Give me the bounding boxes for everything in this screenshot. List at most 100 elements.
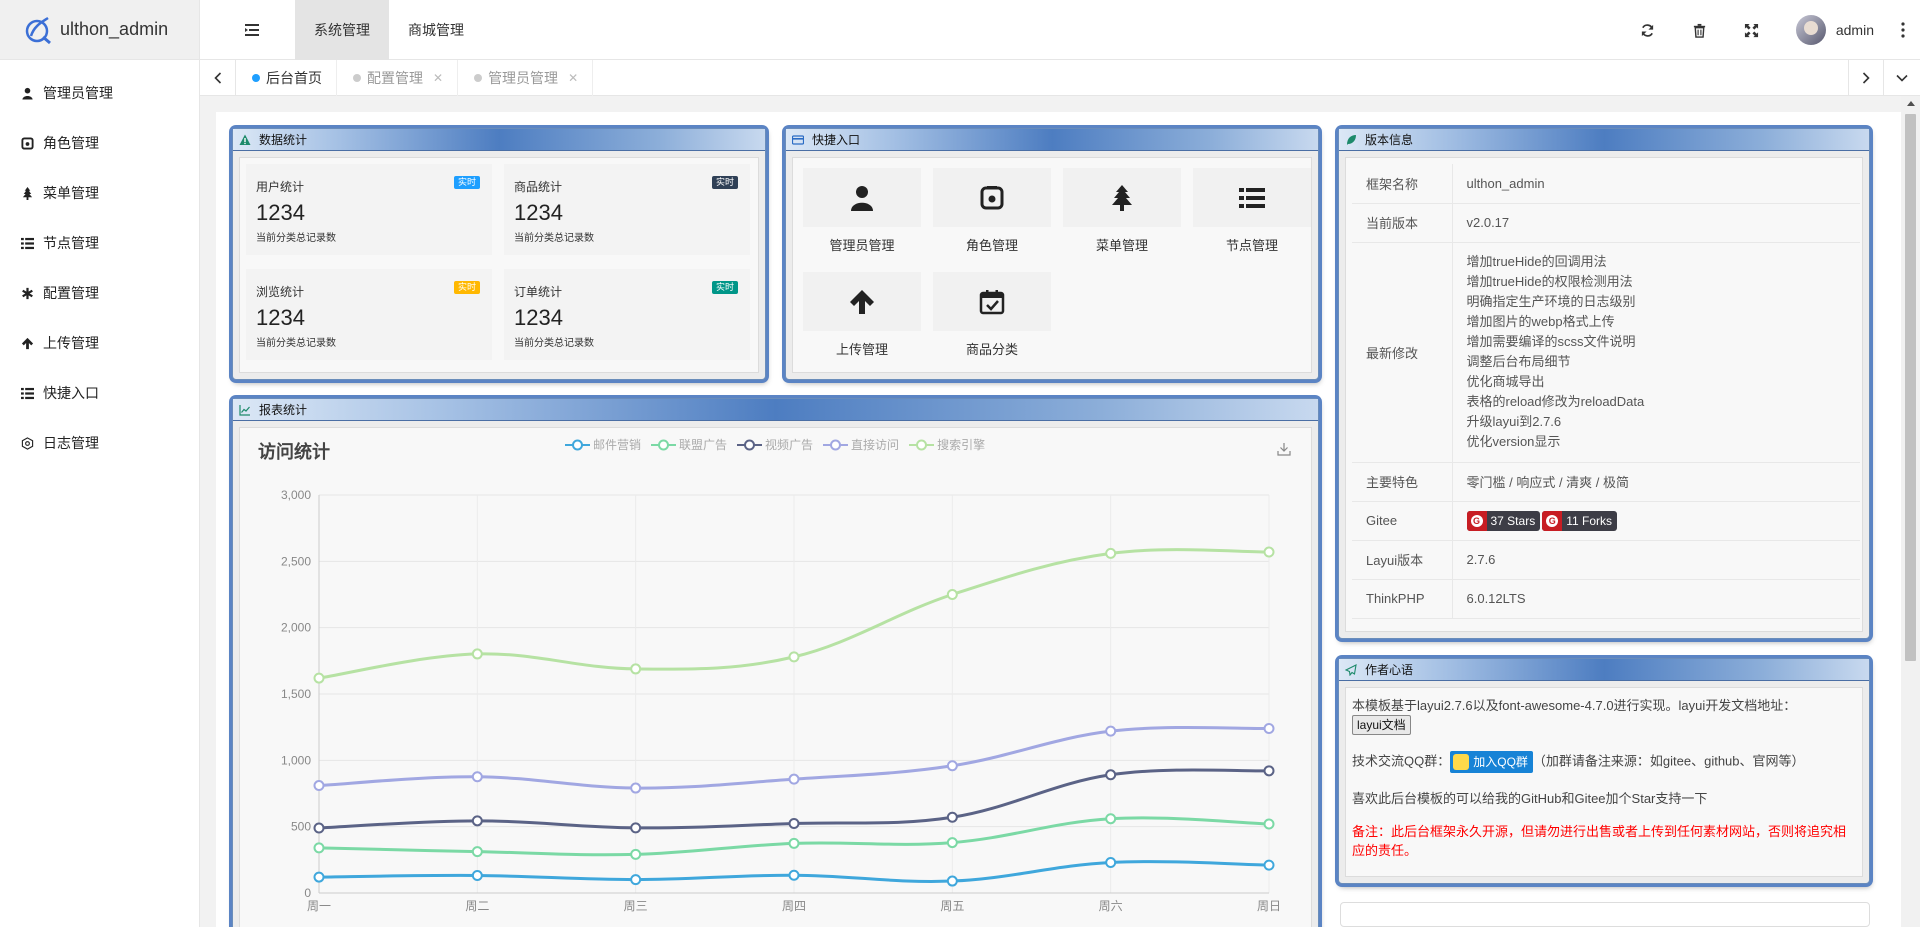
data-point bbox=[788, 773, 800, 785]
x-tick-label: 周三 bbox=[624, 899, 648, 913]
data-point bbox=[1263, 818, 1275, 830]
refresh-icon[interactable] bbox=[1622, 0, 1674, 60]
sidebar-item-label: 配置管理 bbox=[43, 285, 99, 301]
data-point bbox=[313, 871, 325, 883]
shortcut-label: 上传管理 bbox=[835, 342, 888, 357]
row-value: 零门槛 / 响应式 / 清爽 / 极简 bbox=[1452, 462, 1860, 502]
shortcut-menu[interactable]: 菜单管理 bbox=[1063, 168, 1181, 260]
row-key: 主要特色 bbox=[1352, 462, 1453, 502]
y-tick-label: 2,000 bbox=[281, 621, 311, 635]
legend-item[interactable]: 视频广告 bbox=[737, 436, 813, 453]
sidebar-item-shortcut[interactable]: 快捷入口 bbox=[0, 368, 199, 418]
x-tick-label: 周一 bbox=[307, 899, 331, 913]
sidebar-item-config[interactable]: 配置管理 bbox=[0, 268, 199, 318]
top-menu-system[interactable]: 系统管理 bbox=[295, 0, 389, 60]
sidebar-item-node[interactable]: 节点管理 bbox=[0, 218, 199, 268]
close-icon[interactable]: ✕ bbox=[568, 71, 579, 85]
row-value: G 37 Stars G 11 Forks bbox=[1452, 501, 1860, 541]
legend-label: 视频广告 bbox=[765, 438, 814, 452]
qq-group-line: 技术交流QQ群： 加入QQ群 （加群请备注来源：如gitee、github、官网等） bbox=[1352, 751, 1856, 773]
sidebar-item-label: 上传管理 bbox=[43, 335, 99, 351]
legend-label: 直接访问 bbox=[851, 438, 900, 452]
panel-body: 管理员管理 角色管理 菜单管理 节点管理 上传管理 商品分类 bbox=[792, 157, 1312, 373]
layui-doc-button[interactable]: layui文档 bbox=[1352, 715, 1411, 735]
change-item: 增加图片的webp格式上传 bbox=[1466, 314, 1615, 329]
intro-text: 本模板基于layui2.7.6以及font-awesome-4.7.0进行实现。… bbox=[1352, 698, 1797, 713]
join-qq-button[interactable]: 加入QQ群 bbox=[1450, 751, 1533, 773]
legend-item[interactable]: 搜索引擎 bbox=[909, 436, 985, 453]
sidebar-item-menu[interactable]: 菜单管理 bbox=[0, 168, 199, 218]
data-point bbox=[1263, 859, 1275, 871]
shortcut-admin[interactable]: 管理员管理 bbox=[803, 168, 921, 260]
data-point bbox=[788, 869, 800, 881]
top-menu-mall[interactable]: 商城管理 bbox=[408, 22, 464, 38]
panel-header: 作者心语 bbox=[1339, 659, 1869, 681]
legend-item[interactable]: 联盟广告 bbox=[651, 436, 727, 453]
shortcut-role[interactable]: 角色管理 bbox=[933, 168, 1051, 260]
tab-label: 管理员管理 bbox=[488, 70, 559, 86]
sidebar-item-admin[interactable]: 管理员管理 bbox=[0, 68, 199, 118]
table-row: ThinkPHP 6.0.12LTS bbox=[1352, 579, 1860, 619]
change-item: 表格的reload修改为reloadData bbox=[1466, 394, 1645, 409]
list-icon bbox=[1239, 187, 1265, 208]
legend-item[interactable]: 直接访问 bbox=[823, 436, 899, 453]
close-icon[interactable]: ✕ bbox=[433, 71, 444, 85]
role-icon bbox=[20, 136, 34, 150]
status-badge: 实时 bbox=[453, 176, 480, 189]
trash-icon[interactable] bbox=[1674, 0, 1726, 60]
y-tick-label: 1,000 bbox=[281, 753, 311, 767]
forks-count: 11 Forks bbox=[1566, 513, 1612, 528]
y-tick-label: 500 bbox=[291, 820, 311, 834]
data-point bbox=[313, 672, 325, 684]
fullscreen-icon[interactable] bbox=[1726, 0, 1778, 60]
page-scrollbar[interactable] bbox=[1901, 96, 1920, 927]
sidebar-toggle-icon[interactable] bbox=[244, 22, 260, 38]
change-item: 优化version显示 bbox=[1466, 434, 1561, 449]
table-row: Gitee G 37 Stars G 11 Forks bbox=[1352, 501, 1860, 541]
logo[interactable]: ulthon_admin bbox=[0, 0, 199, 60]
legend-item[interactable]: 邮件营销 bbox=[565, 436, 641, 453]
row-value: ulthon_admin bbox=[1452, 164, 1860, 204]
gitee-icon: G bbox=[1542, 510, 1563, 531]
download-icon[interactable] bbox=[1277, 442, 1291, 456]
row-key: ThinkPHP bbox=[1352, 579, 1453, 619]
stat-title: 浏览统计 bbox=[256, 285, 305, 299]
line-chart-icon bbox=[239, 404, 251, 416]
shortcut-upload[interactable]: 上传管理 bbox=[803, 272, 921, 364]
stat-title: 订单统计 bbox=[514, 285, 563, 299]
sidebar-item-upload[interactable]: 上传管理 bbox=[0, 318, 199, 368]
gitee-stars-badge[interactable]: G 37 Stars bbox=[1466, 510, 1541, 531]
gitee-forks-badge[interactable]: G 11 Forks bbox=[1542, 510, 1617, 531]
asterisk-icon bbox=[20, 286, 34, 300]
scrollbar-thumb[interactable] bbox=[1905, 114, 1916, 661]
tabs-scroll-left-icon[interactable] bbox=[200, 60, 236, 96]
sidebar-item-log[interactable]: 日志管理 bbox=[0, 418, 199, 468]
data-point bbox=[630, 822, 642, 834]
tabs-scroll-right-icon[interactable] bbox=[1848, 60, 1884, 96]
table-row: 最新修改 增加trueHide的回调用法 增加trueHide的权限检测用法 明… bbox=[1352, 242, 1860, 463]
y-tick-label: 1,500 bbox=[281, 687, 311, 701]
data-point bbox=[1105, 547, 1117, 559]
user-menu[interactable]: admin bbox=[1778, 0, 1886, 60]
tab-home[interactable]: 后台首页 bbox=[236, 60, 337, 96]
chevron-down-icon[interactable] bbox=[1884, 60, 1920, 96]
data-point bbox=[1105, 769, 1117, 781]
legend-marker-icon bbox=[823, 439, 849, 450]
user-name: admin bbox=[1835, 22, 1874, 38]
data-point bbox=[471, 648, 483, 660]
tab-config[interactable]: 配置管理 ✕ bbox=[337, 60, 459, 96]
y-tick-label: 0 bbox=[304, 886, 311, 900]
star-text: 喜欢此后台模板的可以给我的GitHub和Gitee加个Star支持一下 bbox=[1352, 791, 1708, 806]
row-key: Gitee bbox=[1352, 501, 1453, 541]
data-point bbox=[788, 651, 800, 663]
row-key: Layui版本 bbox=[1352, 540, 1453, 580]
shortcut-category[interactable]: 商品分类 bbox=[933, 272, 1051, 364]
scroll-up-icon[interactable] bbox=[1901, 96, 1920, 110]
sidebar-item-role[interactable]: 角色管理 bbox=[0, 118, 199, 168]
more-vertical-icon[interactable] bbox=[1886, 0, 1920, 60]
tab-admin[interactable]: 管理员管理 ✕ bbox=[458, 60, 594, 96]
shortcut-node[interactable]: 节点管理 bbox=[1193, 168, 1311, 260]
panel-body: 本模板基于layui2.7.6以及font-awesome-4.7.0进行实现。… bbox=[1345, 687, 1863, 877]
data-point bbox=[946, 589, 958, 600]
shortcut-panel: 快捷入口 管理员管理 角色管理 菜单管理 节点管理 上传管理 商品分类 bbox=[785, 128, 1319, 380]
